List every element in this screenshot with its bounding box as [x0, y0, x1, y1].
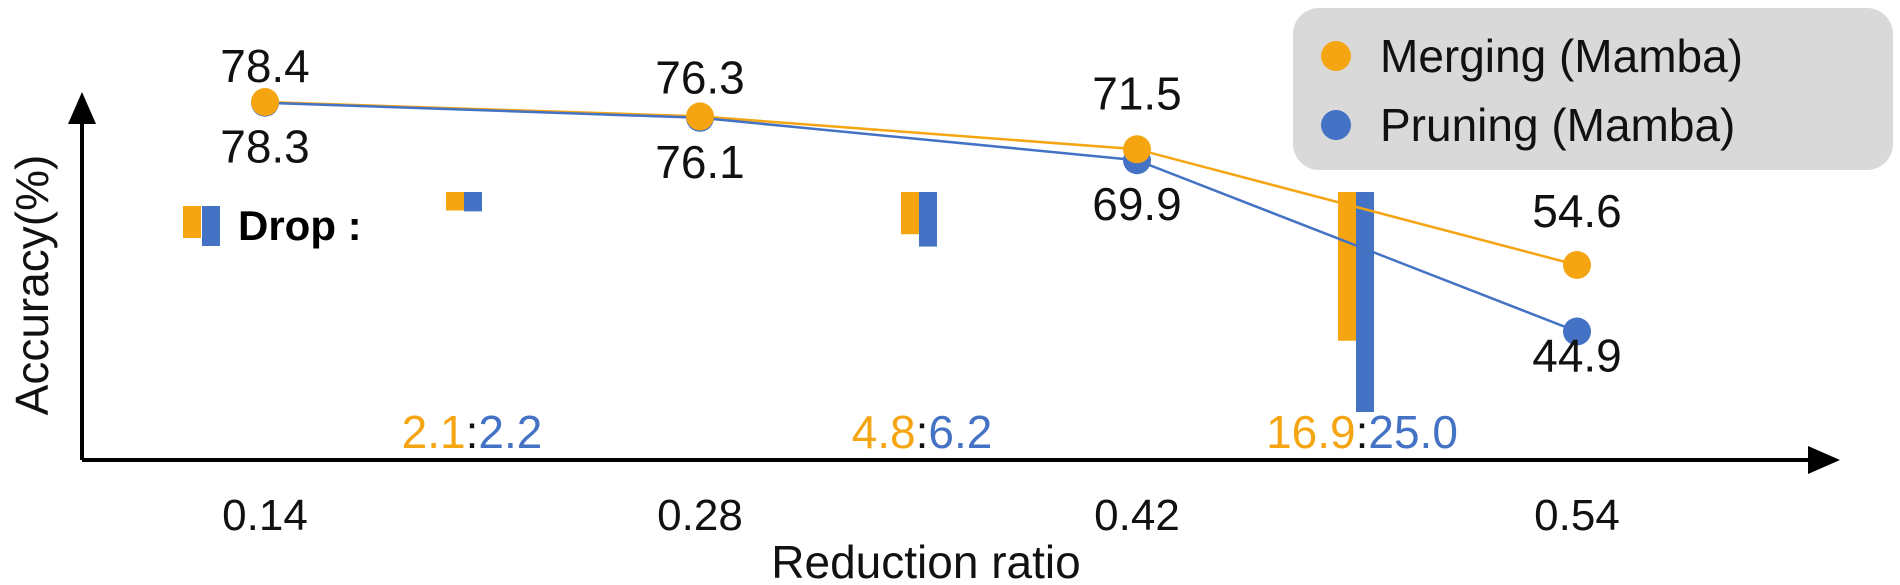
x-tick-label: 0.54 — [1534, 491, 1620, 540]
legend: Merging (Mamba) Pruning (Mamba) — [1293, 8, 1893, 170]
legend-pruning-label: Pruning (Mamba) — [1380, 99, 1735, 151]
series-points — [251, 88, 1591, 346]
x-tick-labels: 0.14 0.28 0.42 0.54 — [222, 491, 1620, 540]
legend-merging-label: Merging (Mamba) — [1380, 30, 1743, 82]
drop-ratio-label: 2.1:2.2 — [402, 406, 543, 458]
x-tick-label: 0.28 — [657, 491, 743, 540]
merging-point — [686, 102, 714, 131]
legend-box — [1293, 8, 1893, 170]
drop-merging-value: 16.9 — [1266, 406, 1356, 458]
x-tick-label: 0.42 — [1094, 491, 1180, 540]
x-tick-label: 0.14 — [222, 491, 308, 540]
drop-colon: : — [466, 406, 479, 458]
drop-pruning-value: 25.0 — [1368, 406, 1458, 458]
drop-pruning-value: 2.2 — [478, 406, 542, 458]
pruning-point — [1563, 317, 1591, 346]
merging-point — [1563, 251, 1591, 279]
legend-pruning-marker — [1321, 110, 1351, 140]
drop-colon: : — [916, 406, 929, 458]
merging-value-label: 54.6 — [1532, 185, 1622, 237]
drop-legend-merging-swatch — [183, 206, 201, 238]
drop-bar-merging — [901, 192, 919, 235]
series-lines — [264, 100, 1578, 333]
x-axis-arrow — [1808, 446, 1840, 474]
x-axis-title: Reduction ratio — [771, 536, 1080, 585]
drop-bar-pruning — [464, 192, 482, 212]
drop-bar-merging — [1338, 192, 1356, 341]
merging-point — [1123, 135, 1151, 164]
drop-legend-pruning-swatch — [202, 206, 220, 246]
merging-value-label: 71.5 — [1092, 67, 1182, 119]
pruning-value-label: 69.9 — [1092, 178, 1182, 230]
value-labels: 78.4 76.3 71.5 54.6 78.3 76.1 69.9 44.9 — [220, 40, 1622, 382]
merging-point — [251, 88, 279, 116]
drop-ratio-label: 4.8:6.2 — [852, 406, 993, 458]
drop-bar-merging — [446, 192, 464, 211]
y-axis-title: Accuracy(%) — [6, 155, 58, 416]
drop-legend: Drop : — [183, 202, 362, 249]
pruning-value-label: 76.1 — [655, 136, 745, 188]
drop-bar-pruning — [919, 192, 937, 247]
drop-colon: : — [1356, 406, 1369, 458]
merging-value-label: 76.3 — [655, 51, 745, 103]
drop-bar-pruning — [1356, 192, 1374, 412]
drop-label: Drop : — [238, 202, 362, 249]
drop-ratio-labels: 2.1:2.2 4.8:6.2 16.9:25.0 — [402, 406, 1458, 458]
y-axis-arrow — [68, 92, 96, 124]
drop-pruning-value: 6.2 — [928, 406, 992, 458]
drop-merging-value: 4.8 — [852, 406, 916, 458]
pruning-value-label: 44.9 — [1532, 330, 1622, 382]
axes — [68, 92, 1840, 474]
drop-ratio-label: 16.9:25.0 — [1266, 406, 1458, 458]
drop-merging-value: 2.1 — [402, 406, 466, 458]
drop-bars — [446, 192, 1374, 412]
merging-value-label: 78.4 — [220, 40, 310, 92]
pruning-value-label: 78.3 — [220, 121, 310, 173]
legend-merging-marker — [1321, 41, 1351, 71]
pruning-series-line — [264, 101, 1578, 333]
